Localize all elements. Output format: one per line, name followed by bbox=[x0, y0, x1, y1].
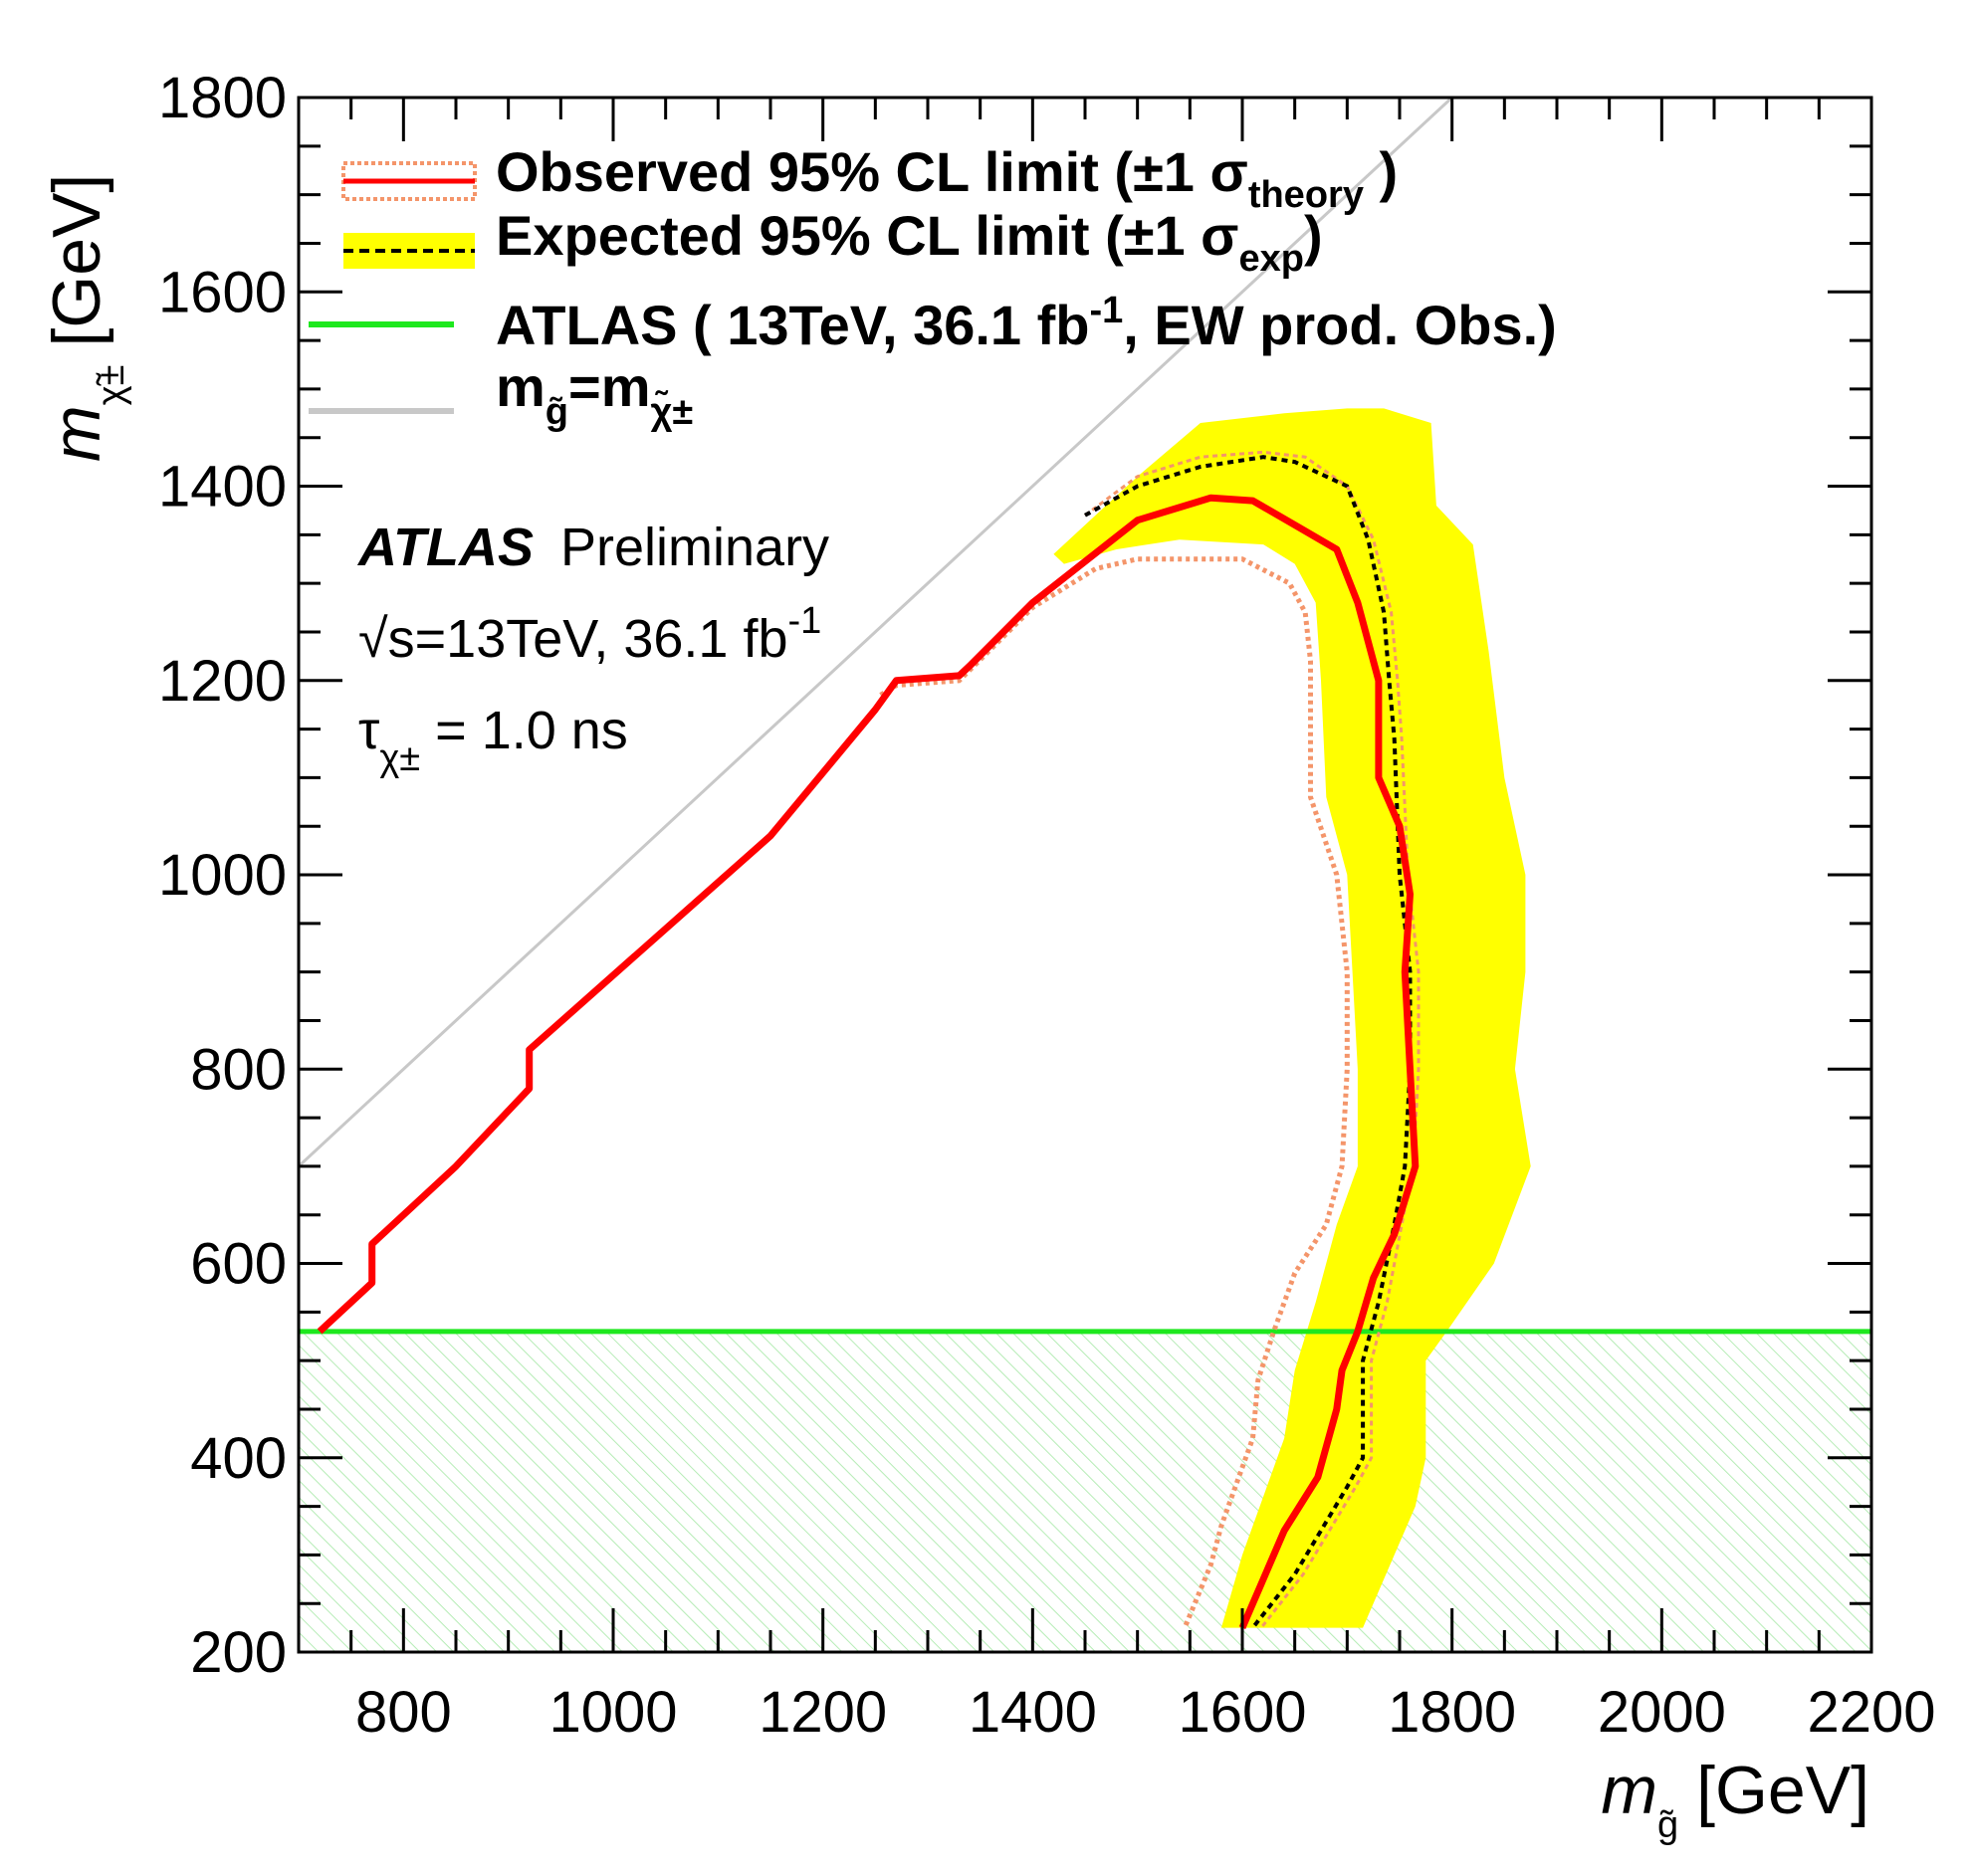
y-tick-label: 1400 bbox=[158, 455, 287, 520]
x-tick-label: 1800 bbox=[1388, 1680, 1516, 1745]
plot-area bbox=[299, 98, 1871, 1652]
legend-exp-label: Expected 95% CL limit (±1 σexp) bbox=[496, 204, 1323, 280]
x-tick-label: 2200 bbox=[1807, 1680, 1935, 1745]
x-tick-label: 800 bbox=[355, 1680, 452, 1745]
y-tick-label: 800 bbox=[190, 1037, 287, 1102]
observed-minus-theory-curve bbox=[879, 556, 1350, 1629]
x-axis-title: mg̃ [GeV] bbox=[1601, 1753, 1869, 1846]
x-tick-label: 1400 bbox=[969, 1680, 1097, 1745]
axis-tick-labels: 800 1000 1200 1400 1600 1800 2000 2200 200 400 600… bbox=[158, 66, 1936, 1745]
y-tick-label: 600 bbox=[190, 1232, 287, 1297]
legend-ew-label: ATLAS ( 13TeV, 36.1 fb-1, EW prod. Obs.) bbox=[496, 290, 1557, 356]
legend-obs-label: Observed 95% CL limit (±1 σtheory ) bbox=[496, 140, 1398, 216]
energy-label: √s=13TeV, 36.1 fb-1 bbox=[358, 600, 821, 669]
expected-band bbox=[1053, 408, 1531, 1628]
axis-ticks bbox=[297, 96, 1873, 1654]
y-axis-title: mχ̃±[GeV] bbox=[39, 174, 132, 462]
y-tick-label: 1800 bbox=[158, 66, 287, 130]
x-tick-label: 1600 bbox=[1178, 1680, 1306, 1745]
y-tick-label: 1600 bbox=[158, 260, 287, 324]
expected-curve bbox=[1084, 455, 1413, 1629]
diagonal-line bbox=[299, 98, 1453, 1167]
annotations: ATLAS Preliminary √s=13TeV, 36.1 fb-1 τχ… bbox=[356, 518, 829, 779]
y-tick-label: 1200 bbox=[158, 649, 287, 714]
observed-curve bbox=[317, 494, 1420, 1629]
atlas-label: ATLAS Preliminary bbox=[356, 518, 829, 577]
y-tick-label: 200 bbox=[190, 1620, 287, 1685]
x-tick-label: 1200 bbox=[759, 1680, 887, 1745]
legend: Observed 95% CL limit (±1 σtheory ) Expe… bbox=[309, 140, 1557, 433]
lifetime-label: τχ± = 1.0 ns bbox=[358, 701, 628, 779]
x-tick-label: 1000 bbox=[548, 1680, 677, 1745]
x-tick-label: 2000 bbox=[1598, 1680, 1726, 1745]
ew-excluded-hatch-region bbox=[299, 1331, 1871, 1652]
y-tick-label: 400 bbox=[190, 1426, 287, 1491]
legend-diag-label: mg̃=mχ̃± bbox=[496, 355, 693, 433]
y-tick-label: 1000 bbox=[158, 843, 287, 908]
